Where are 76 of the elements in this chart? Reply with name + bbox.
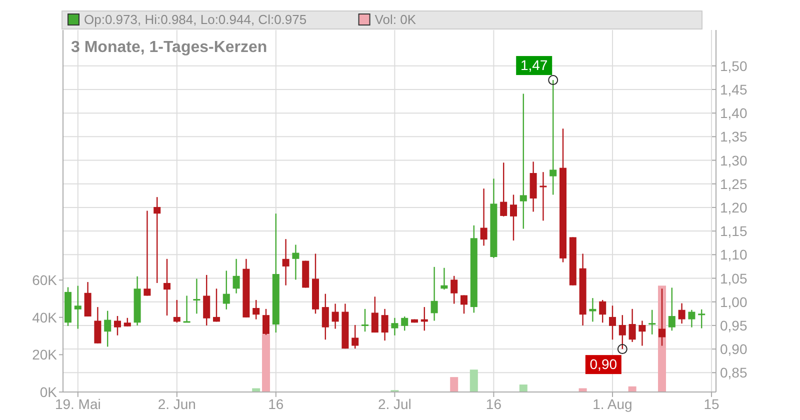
- candlestick: [193, 278, 200, 314]
- y-tick-label: 1,20: [720, 199, 748, 216]
- y-tick-label: 1,25: [720, 176, 748, 192]
- annotation: 1,47: [520, 57, 548, 74]
- candlestick: [589, 297, 596, 322]
- y2-tick-label: 20K: [32, 346, 58, 363]
- candlestick: [104, 310, 112, 348]
- candlestick: [688, 309, 696, 328]
- candlestick: [678, 302, 686, 324]
- x-tick-label: 16: [486, 396, 502, 412]
- bar: [470, 370, 478, 392]
- candlestick: [460, 294, 468, 314]
- candlestick: [648, 309, 656, 336]
- candlestick: [638, 320, 646, 346]
- y-tick-label: 0,95: [720, 317, 748, 334]
- x-tick-label: 1. Aug: [592, 396, 632, 412]
- x-tick-label: 2. Jun: [158, 396, 196, 412]
- y-tick-label: 1,10: [720, 246, 748, 263]
- candlestick: [430, 266, 438, 322]
- y-tick-label: 1,35: [720, 128, 748, 145]
- candlestick: [232, 258, 240, 294]
- y-tick-label: 1,50: [720, 58, 748, 74]
- candlestick: [371, 296, 378, 334]
- candlestick: [391, 317, 398, 336]
- candlestick: [213, 288, 220, 322]
- candlestick: [282, 238, 290, 286]
- candlestick: [203, 274, 210, 326]
- candlestick: [609, 305, 616, 340]
- candlestick: [183, 295, 190, 323]
- candlestick: [510, 194, 517, 242]
- candlestick: [401, 316, 408, 332]
- candlestick: [440, 267, 448, 290]
- candlestick: [322, 293, 329, 340]
- y-tick-label: 1,15: [720, 223, 748, 240]
- legend-label: Op:0.973, Hi:0.984, Lo:0.944, Cl:0.975: [84, 12, 307, 27]
- candlestick: [173, 299, 180, 324]
- candlestick: [480, 188, 488, 246]
- candlestick: [222, 270, 230, 310]
- legend-label: Vol: 0K: [374, 12, 416, 27]
- candlestick: [292, 244, 300, 280]
- candlestick: [154, 196, 161, 284]
- candlestick: [599, 299, 606, 324]
- y-tick-label: 1,30: [720, 152, 748, 168]
- text: 3 Monate, 1-Tages-Kerzen: [71, 39, 268, 56]
- candlestick: [352, 324, 359, 350]
- candlestick: [114, 315, 121, 336]
- candlestick: [84, 281, 92, 318]
- x-tick-label: 16: [268, 396, 284, 412]
- candlestick: [362, 308, 368, 332]
- candlestick: [381, 308, 388, 342]
- candlestick: [540, 171, 547, 222]
- y-tick-label: 0,90: [720, 341, 748, 358]
- candlestick: [628, 308, 636, 343]
- y2-tick-label: 40K: [32, 309, 58, 326]
- bar: [450, 377, 458, 392]
- bar: [519, 384, 528, 392]
- y-tick-label: 1,45: [720, 81, 748, 98]
- candlestick: [520, 93, 527, 230]
- candlestick: [500, 162, 508, 218]
- candlestick: [74, 285, 82, 330]
- y2-tick-label: 60K: [32, 272, 58, 288]
- candlestick: [332, 303, 339, 330]
- y-tick-label: 1,00: [720, 294, 748, 310]
- y-tick-label: 1,40: [720, 105, 748, 122]
- candlestick: [450, 275, 458, 304]
- y-tick-label: 1,05: [720, 270, 748, 286]
- candlestick: [252, 299, 260, 320]
- x-tick-label: 2. Jul: [378, 396, 412, 412]
- candlestick: [164, 258, 170, 316]
- candlestick: [698, 308, 706, 329]
- candlestick: [144, 210, 151, 296]
- annotation: 0,90: [590, 356, 618, 372]
- y-tick-label: 0,85: [720, 364, 748, 381]
- candlestick: [94, 306, 102, 344]
- x-tick-label: 15: [704, 396, 720, 412]
- candlestick: [668, 287, 676, 332]
